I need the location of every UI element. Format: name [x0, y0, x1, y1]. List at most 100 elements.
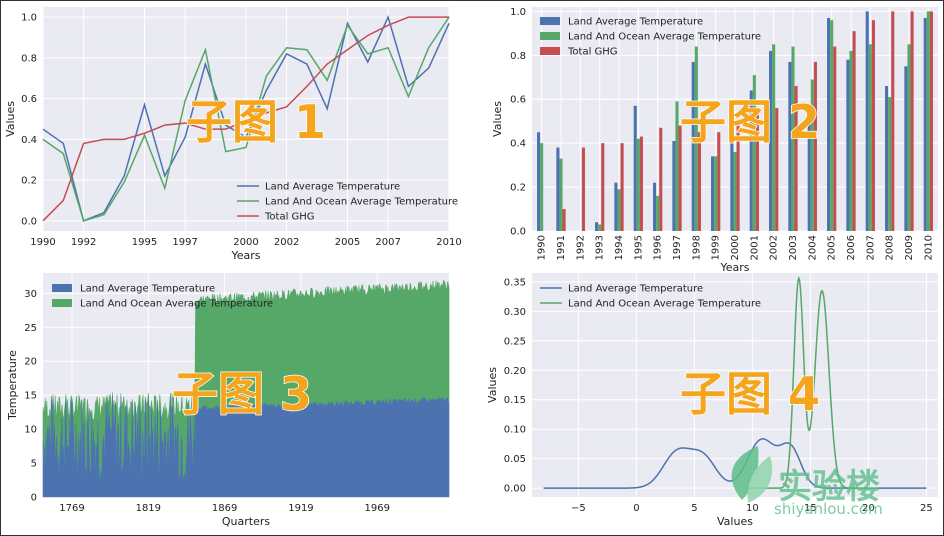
chart2-bar-1-14	[810, 79, 814, 232]
chart4-ytick-1: 0.05	[504, 454, 526, 465]
chart2-bar-1-8	[694, 46, 698, 231]
chart2-xtick-14: 2004	[807, 235, 818, 260]
chart2-xtick-5: 1995	[633, 235, 644, 260]
chart2-xtick-6: 1996	[653, 235, 664, 260]
chart2-bar-2-10	[736, 123, 740, 231]
chart1-ytick-1: 0.2	[21, 176, 37, 187]
chart2-ylabel: Values	[491, 101, 504, 137]
chart4-xtick-3: 10	[746, 503, 759, 514]
chart3-xtick-3: 1919	[288, 503, 313, 514]
chart2-bar-2-16	[852, 31, 856, 232]
chart2-bar-1-16	[849, 50, 853, 231]
leaf-logo-icon	[731, 446, 773, 503]
chart2-ytick-5: 1.0	[510, 7, 526, 18]
chart3-legend-swatch-1	[52, 299, 72, 307]
chart2-bar-1-4	[617, 189, 621, 231]
chart4-legend-label-1: Land And Ocean Average Temperature	[568, 299, 761, 310]
chart2-bar-1-13	[791, 46, 795, 231]
chart4-ytick-3: 0.15	[504, 395, 526, 406]
chart2-bar-0-1	[556, 147, 560, 231]
chart2-bar-0-5	[633, 105, 637, 231]
chart2-bar-2-19	[910, 11, 914, 232]
chart1-series-line-2	[42, 16, 449, 222]
chart2-bar-1-17	[868, 44, 872, 232]
chart4-ytick-2: 0.10	[504, 425, 526, 436]
overlay-label-4: 子图 4	[680, 367, 820, 421]
chart2-bar-1-19	[907, 44, 911, 232]
chart2-bar-1-12	[772, 44, 776, 232]
chart2-bar-2-1	[562, 209, 566, 231]
chart3-ytick-4: 20	[24, 357, 37, 368]
chart1-xtick-6: 2005	[335, 237, 360, 248]
chart2-legend-label-2: Total GHG	[567, 47, 618, 58]
chart2-legend-swatch-1	[540, 32, 560, 40]
chart2-bar-2-14	[813, 61, 817, 231]
chart1-series-line-1	[42, 16, 450, 222]
chart2-bar-1-9	[714, 156, 718, 231]
chart2-bar-1-0	[540, 143, 544, 231]
chart2-xtick-16: 2006	[846, 235, 857, 260]
chart2-bar-0-19	[904, 66, 908, 231]
chart4-kde-line-1	[746, 276, 869, 489]
chart3-legend-label-1: Land And Ocean Average Temperature	[80, 299, 273, 310]
chart3-xtick-1: 1819	[136, 503, 161, 514]
chart2-bar-2-7	[678, 125, 682, 231]
chart2-ytick-0: 0.0	[510, 227, 526, 238]
chart2-bar-1-3	[598, 224, 602, 231]
chart3-ytick-1: 5	[31, 459, 37, 470]
chart2-bar-0-8	[691, 61, 695, 231]
chart2-xtick-20: 2010	[923, 235, 934, 260]
chart4-xtick-1: 0	[633, 503, 639, 514]
chart1-xtick-0: 1990	[30, 237, 55, 248]
chart2-bar-0-17	[865, 11, 869, 232]
chart4-ytick-6: 0.30	[504, 307, 526, 318]
chart1-ylabel: Values	[4, 101, 17, 137]
chart2-bar-0-10	[730, 140, 734, 231]
chart1-xtick-8: 2010	[436, 237, 461, 248]
chart2-xtick-15: 2005	[827, 235, 838, 260]
chart2-legend-label-0: Land Average Temperature	[568, 17, 703, 28]
chart3-xtick-4: 1969	[365, 503, 390, 514]
chart2-ytick-4: 0.8	[510, 51, 526, 62]
chart4-xtick-6: 25	[920, 503, 933, 514]
chart4-xtick-4: 15	[804, 503, 817, 514]
chart1-xtick-3: 1997	[172, 237, 197, 248]
chart2-xtick-7: 1997	[672, 235, 683, 260]
chart2-bar-0-18	[885, 86, 889, 231]
chart2-bar-0-20	[923, 17, 927, 231]
leaf-logo-part-2	[747, 456, 773, 503]
chart1-series-line-0	[42, 15, 450, 222]
chart2-bar-0-12	[769, 50, 773, 231]
chart2-bar-1-15	[830, 20, 834, 232]
chart1-xtick-4: 2000	[233, 237, 258, 248]
chart2-bar-0-16	[846, 59, 850, 231]
chart2-bar-0-3	[595, 222, 599, 231]
chart2-bar-2-20	[929, 11, 933, 232]
chart2-bar-2-15	[833, 46, 837, 231]
chart2-xtick-11: 2001	[749, 235, 760, 260]
chart2-bar-0-11	[749, 90, 753, 231]
chart4-ytick-0: 0.00	[504, 484, 526, 495]
chart2-xtick-0: 1990	[537, 235, 548, 260]
chart2-bar-2-4	[620, 143, 624, 231]
chart2-bar-2-8	[697, 132, 701, 231]
chart3-ytick-6: 30	[24, 289, 37, 300]
chart1-xtick-2: 1995	[132, 237, 157, 248]
chart4-ytick-4: 0.20	[504, 366, 526, 377]
chart2-bar-1-18	[888, 97, 892, 231]
chart2-bar-0-4	[614, 182, 618, 231]
chart2-xtick-1: 1991	[556, 235, 567, 260]
chart2-xlabel: Years	[719, 261, 749, 274]
chart2-bar-2-13	[794, 86, 798, 231]
overlay-label-3: 子图 3	[172, 367, 312, 421]
chart2-bar-0-15	[827, 17, 831, 231]
chart3-xlabel: Quarters	[222, 515, 270, 528]
chart2-bar-2-9	[717, 132, 721, 231]
chart4-ytick-5: 0.25	[504, 336, 526, 347]
chart2-legend-swatch-2	[540, 47, 560, 55]
chart1-ytick-5: 1.0	[21, 13, 37, 24]
chart1-xtick-7: 2007	[375, 237, 400, 248]
chart1-xtick-1: 1992	[71, 237, 96, 248]
chart3-ytick-0: 0	[31, 493, 37, 504]
